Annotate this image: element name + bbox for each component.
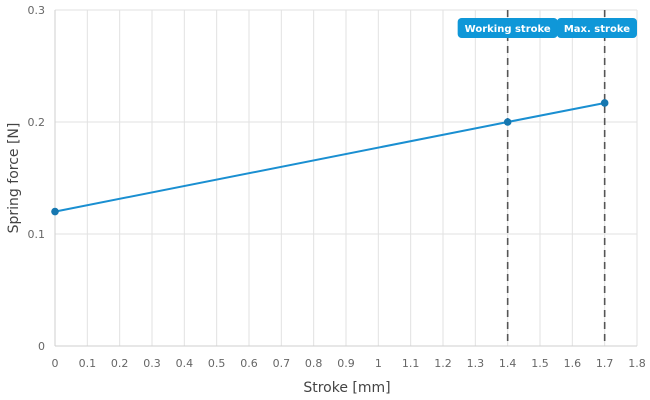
- x-tick-label: 0.7: [273, 357, 291, 370]
- x-tick-label: 0.2: [111, 357, 129, 370]
- reference-badge: Working stroke: [457, 18, 558, 38]
- y-axis-title: Spring force [N]: [6, 123, 22, 234]
- data-point: [503, 118, 512, 126]
- x-tick-label: 0.4: [176, 357, 194, 370]
- x-tick-label: 1.2: [434, 357, 452, 370]
- y-tick-label: 0.2: [28, 116, 46, 129]
- x-tick-label: 1.7: [596, 357, 614, 370]
- x-tick-label: 0.1: [79, 357, 97, 370]
- reference-badge: Max. stroke: [556, 18, 637, 38]
- reference-badge-background: [457, 18, 558, 38]
- x-tick-label: 1.1: [402, 357, 420, 370]
- x-axis-title: Stroke [mm]: [303, 380, 390, 396]
- reference-lines: [506, 10, 606, 346]
- x-tick-label: 1: [375, 357, 382, 370]
- y-tick-label: 0.1: [28, 228, 46, 241]
- series-line: [54, 101, 605, 213]
- x-tick-label: 1.6: [564, 357, 582, 370]
- x-tick-label: 1.4: [499, 357, 517, 370]
- x-axis-ticks: 0 0.1 0.2 0.3 0.4 0.5 0.6 0.7 0.8 0.9 1 1.1 1.2 1.3 1.…: [52, 357, 646, 370]
- x-tick-label: 0.3: [143, 357, 161, 370]
- y-tick-label: 0.3: [28, 4, 46, 17]
- reference-badge-label: Working stroke: [465, 24, 551, 35]
- data-point: [51, 207, 59, 216]
- x-tick-label: 0.6: [240, 357, 258, 370]
- y-axis-ticks: 0 0.1 0.2 0.3: [28, 4, 46, 353]
- x-tick-label: 1.8: [628, 357, 646, 370]
- x-tick-label: 0: [52, 357, 59, 370]
- data-point: [600, 99, 609, 107]
- reference-badge-label: Max. stroke: [564, 24, 630, 35]
- grid: [54, 9, 638, 347]
- y-tick-label: 0: [38, 340, 45, 353]
- x-tick-label: 1.5: [531, 357, 549, 370]
- x-tick-label: 0.5: [208, 357, 226, 370]
- data-series: [51, 99, 609, 216]
- reference-badge-background: [556, 18, 637, 38]
- x-tick-label: 0.8: [305, 357, 323, 370]
- reference-badges: Working stroke Max. stroke: [457, 18, 637, 38]
- x-tick-label: 1.3: [467, 357, 485, 370]
- axes: [54, 10, 637, 347]
- x-tick-label: 0.9: [337, 357, 355, 370]
